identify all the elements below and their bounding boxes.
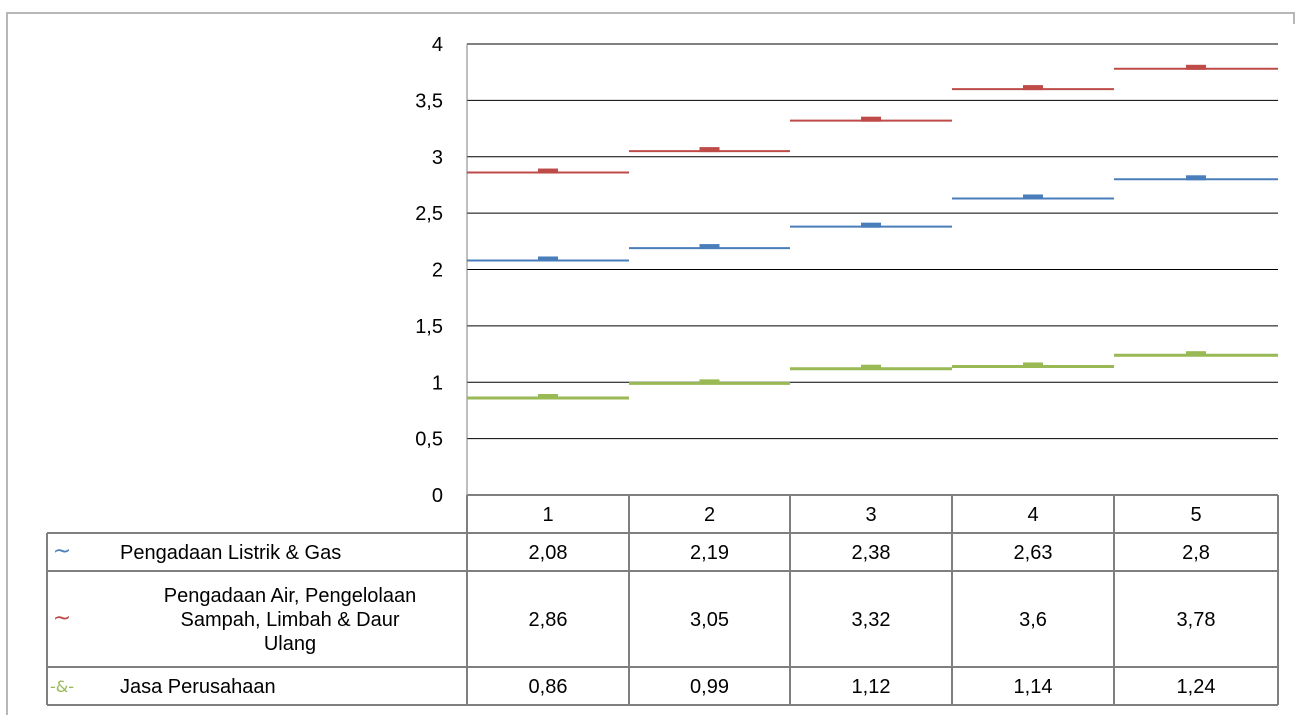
series-legend-label: Jasa Perusahaan xyxy=(120,676,276,698)
table-cell-value: 1,12 xyxy=(852,676,891,698)
series-legend-label: Sampah, Limbah & Daur xyxy=(180,609,399,631)
table-cell-value: 2,38 xyxy=(852,542,891,564)
x-tick-label: 5 xyxy=(1190,504,1201,526)
table-cell-value: 2,8 xyxy=(1182,542,1210,564)
data-table: 1 2 3 4 5 ~ Pengadaan Listrik & Gas 2,08 2,19 2,3… xyxy=(46,494,1279,706)
frame-top-border xyxy=(6,12,1295,14)
data-point xyxy=(1023,194,1043,200)
table-cell-value: 3,32 xyxy=(852,609,891,631)
data-point xyxy=(699,379,720,385)
series-legend-label: Ulang xyxy=(264,633,316,655)
y-tick-label: 4 xyxy=(432,34,443,56)
table-cell-value: 3,6 xyxy=(1019,609,1047,631)
data-point xyxy=(699,147,720,153)
data-point xyxy=(538,394,558,400)
table-cell-value: 3,05 xyxy=(690,609,729,631)
x-tick-label: 3 xyxy=(865,504,876,526)
x-tick-label: 2 xyxy=(704,504,715,526)
table-cell-value: 2,19 xyxy=(690,542,729,564)
y-tick-label: 3,5 xyxy=(415,90,443,112)
data-point xyxy=(1023,85,1043,91)
legend-marker-icon: -&- xyxy=(50,677,74,696)
y-tick-label: 2,5 xyxy=(415,203,443,225)
legend-marker-icon: ~ xyxy=(53,606,71,631)
data-point xyxy=(699,244,720,250)
y-tick-label: 1,5 xyxy=(415,316,443,338)
series-legend-label: Pengadaan Air, Pengelolaan xyxy=(164,585,416,607)
series-3 xyxy=(467,351,1278,400)
series-legend-label: Pengadaan Listrik & Gas xyxy=(120,542,341,564)
y-tick-label: 0 xyxy=(432,485,443,507)
series-lines xyxy=(467,64,1278,400)
y-tick-label: 2 xyxy=(432,260,443,282)
x-tick-label: 1 xyxy=(542,504,553,526)
frame-right-border xyxy=(1293,12,1295,24)
data-point xyxy=(538,256,558,262)
data-point xyxy=(1023,362,1043,368)
table-cell-value: 2,08 xyxy=(529,542,568,564)
table-cell-value: 2,86 xyxy=(529,609,568,631)
gridlines xyxy=(466,43,1278,495)
y-axis-tick-labels: 0 0,5 1 1,5 2 2,5 3 3,5 4 xyxy=(415,34,443,507)
data-point xyxy=(1186,351,1206,357)
table-cell-value: 0,86 xyxy=(529,676,568,698)
x-tick-label: 4 xyxy=(1027,504,1038,526)
data-point xyxy=(861,364,881,370)
table-cell-value: 1,24 xyxy=(1177,676,1216,698)
table-cell-value: 1,14 xyxy=(1014,676,1053,698)
frame-left-border xyxy=(6,12,8,715)
data-point xyxy=(861,116,881,122)
data-point xyxy=(1186,64,1206,70)
series-1 xyxy=(467,175,1278,262)
table-cell-value: 3,78 xyxy=(1177,609,1216,631)
table-cell-value: 2,63 xyxy=(1014,542,1053,564)
y-tick-label: 3 xyxy=(432,147,443,169)
data-point xyxy=(1186,175,1206,181)
legend-marker-icon: ~ xyxy=(53,539,71,564)
data-point xyxy=(538,168,558,174)
y-tick-label: 1 xyxy=(432,372,443,394)
table-cell-value: 0,99 xyxy=(690,676,729,698)
series-2 xyxy=(467,64,1278,174)
y-tick-label: 0,5 xyxy=(415,429,443,451)
data-point xyxy=(861,222,881,228)
